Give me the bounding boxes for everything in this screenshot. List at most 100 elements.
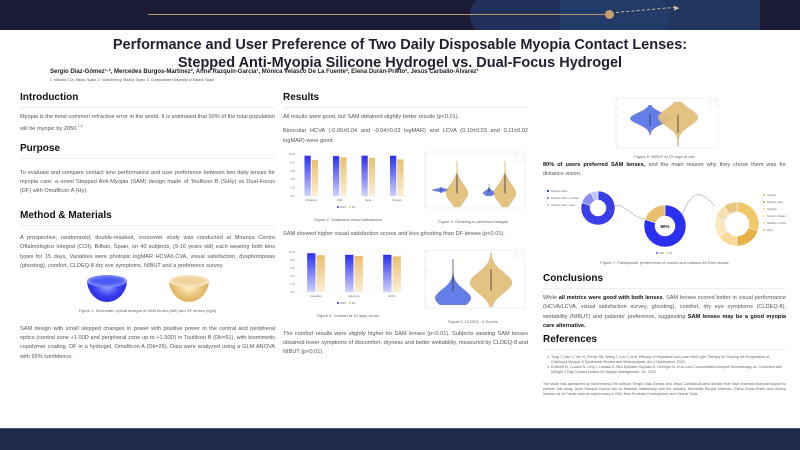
authors: Sergio Díaz-Gómez¹·³, Mercedes Burgos-Ma… bbox=[50, 69, 479, 75]
introduction-text: Myopia is the most common refractive err… bbox=[20, 114, 275, 133]
legend-label: SAM bbox=[659, 252, 664, 255]
bar-df bbox=[368, 157, 376, 197]
legend-marker bbox=[763, 207, 765, 210]
bar-df bbox=[392, 256, 401, 292]
legend-marker bbox=[763, 228, 765, 231]
legend-marker bbox=[337, 301, 339, 304]
legend-label: Distance vision bbox=[767, 201, 784, 204]
x-tick-label: EOD bbox=[389, 294, 396, 298]
legend-marker bbox=[547, 203, 549, 206]
x-tick-label: Distance bbox=[305, 198, 317, 202]
introduction-heading: Introduction bbox=[20, 92, 275, 108]
legend-label: Other bbox=[767, 229, 773, 232]
bar-sam bbox=[383, 254, 392, 292]
column-right: Figure 6. NIBUT at 15 days of use 80% of… bbox=[543, 96, 795, 397]
y-tick-label: 4.00 bbox=[290, 274, 296, 278]
figure-4-chart: 0.00 2.00 4.00 6.00 8.00 10.00 Insertion Daytim… bbox=[289, 250, 411, 305]
y-tick-label: 8.00 bbox=[290, 258, 296, 262]
methods-heading: Method & Materials bbox=[20, 210, 275, 226]
bar-df bbox=[311, 160, 319, 197]
bar-sam bbox=[361, 155, 368, 197]
legend-label: Distance Vision + Comfort bbox=[551, 197, 579, 200]
figure-7-chart: 80% Distance Vision Distance Vision + Comf… bbox=[547, 189, 795, 255]
legend bbox=[515, 154, 524, 162]
title-line-1: Performance and User Preference of Two D… bbox=[112, 37, 688, 53]
x-tick-label: Insertion bbox=[310, 294, 322, 298]
y-tick-label: 2.00 bbox=[290, 186, 296, 190]
legend-label: Comfort bbox=[767, 194, 776, 197]
bar-df bbox=[316, 254, 325, 292]
legend-marker bbox=[337, 206, 339, 209]
sponsor-disclosure: The study was sponsored by mark'ennovy.T… bbox=[543, 382, 786, 397]
figure-2-caption: Figure 2. Subjective visual satisfaction bbox=[314, 217, 382, 223]
df-lens-image bbox=[168, 274, 209, 302]
legend-marker bbox=[763, 214, 765, 217]
results-text-3: SAM showed higher visual satisfaction sc… bbox=[283, 231, 505, 238]
bar-df bbox=[354, 255, 363, 292]
purpose-text: To evaluate and compare contact lens per… bbox=[20, 169, 275, 195]
legend: SAM DF bbox=[337, 205, 356, 209]
bar-sam bbox=[332, 156, 340, 197]
y-tick-label: 10.00 bbox=[289, 152, 296, 156]
sam-lens-image bbox=[86, 274, 127, 302]
legend-label: SAM bbox=[340, 205, 346, 209]
legend: SAM DF bbox=[337, 301, 356, 305]
legend-label: Distance Vision + Fog... bbox=[551, 204, 577, 207]
bar-df bbox=[340, 157, 347, 197]
reference-item: Erdinest N, London N, Levy I, Landau D, … bbox=[551, 365, 786, 375]
legend-label: DF bbox=[352, 301, 356, 305]
x-tick-label: Overall bbox=[392, 198, 402, 202]
legend-marker bbox=[763, 193, 765, 196]
preference-slice bbox=[643, 204, 687, 247]
conclusions-text: While all metrics were good with both le… bbox=[543, 294, 787, 330]
column-middle: Results All results were good, but SAM o… bbox=[283, 92, 528, 358]
figure-7-caption: Figure 7. Participants' preferences of c… bbox=[600, 259, 729, 265]
title-line-2: Stepped Anti-Myopia Silicone Hydrogel vs… bbox=[177, 55, 623, 71]
sam-reasons-slice bbox=[580, 190, 616, 226]
banner-glow bbox=[560, 0, 760, 30]
figure-4-caption: Figure 4. Comfort at 15 days of use bbox=[316, 312, 380, 318]
methods-text-2: SAM design with small stepped changes in… bbox=[20, 325, 275, 360]
results-text-2: Binocular HCVA (-0.06±0.04 and -0.04±0.0… bbox=[283, 128, 528, 144]
legend-label: Handling + Comfort bbox=[767, 222, 786, 225]
legend-marker bbox=[763, 221, 765, 224]
results-text-4: The comfort results were slightly higher… bbox=[283, 330, 528, 356]
legend-label: Handling bbox=[767, 208, 777, 211]
figure-2-chart: 0.00 2.00 4.00 6.00 8.00 10.00 Distance Mid Near… bbox=[289, 152, 411, 209]
figure-1-caption: Figure 1. Schematic optical designs of S… bbox=[78, 307, 217, 313]
bar-sam bbox=[304, 155, 311, 197]
conclusions-heading: Conclusions bbox=[543, 273, 786, 289]
legend-label: DF bbox=[352, 205, 356, 209]
y-tick-label: 8.00 bbox=[290, 161, 296, 165]
legend-label: DF bbox=[669, 252, 673, 255]
header-banner: ▶ bbox=[0, 0, 800, 30]
column-left: Introduction Myopia is the most common r… bbox=[20, 92, 275, 362]
y-tick-label: 0.00 bbox=[290, 194, 296, 198]
legend-label: Comfort + Distance vision bbox=[767, 215, 786, 218]
df-reasons-slice bbox=[723, 201, 738, 215]
sam-reasons-legend: Distance Vision Distance Vision + Comfort… bbox=[547, 189, 579, 207]
bar-sam bbox=[345, 254, 354, 292]
figure-3-chart bbox=[424, 152, 526, 209]
references-heading: References bbox=[543, 334, 786, 351]
figure-5-chart bbox=[424, 249, 526, 308]
y-tick-label: 6.00 bbox=[290, 266, 296, 270]
bar-sam bbox=[389, 155, 397, 197]
df-reasons-slice bbox=[736, 201, 760, 231]
legend-label: SAM bbox=[340, 301, 346, 305]
legend-marker bbox=[547, 196, 549, 199]
reference-item: Tang J, Liao Y, Yan N, Dereje SB, Wang J… bbox=[551, 355, 786, 365]
df-reasons-legend: Comfort Distance vision Handling Comfort + … bbox=[763, 193, 795, 232]
center-label: 80% bbox=[660, 224, 669, 229]
legend bbox=[515, 251, 524, 259]
preference-text: 80% of users preferred SAM lenses, and t… bbox=[543, 162, 786, 178]
timeline-line bbox=[148, 14, 610, 15]
figure-1-lenses bbox=[20, 274, 275, 302]
references-list: Tang J, Liao Y, Yan N, Dereje SB, Wang J… bbox=[543, 355, 786, 375]
y-tick-label: 4.00 bbox=[290, 177, 296, 181]
x-tick-label: Mid bbox=[337, 198, 342, 202]
timeline-dot bbox=[605, 10, 614, 19]
legend-marker bbox=[656, 251, 658, 254]
arrow-icon: ▶ bbox=[674, 5, 680, 12]
bar-df bbox=[397, 159, 404, 197]
